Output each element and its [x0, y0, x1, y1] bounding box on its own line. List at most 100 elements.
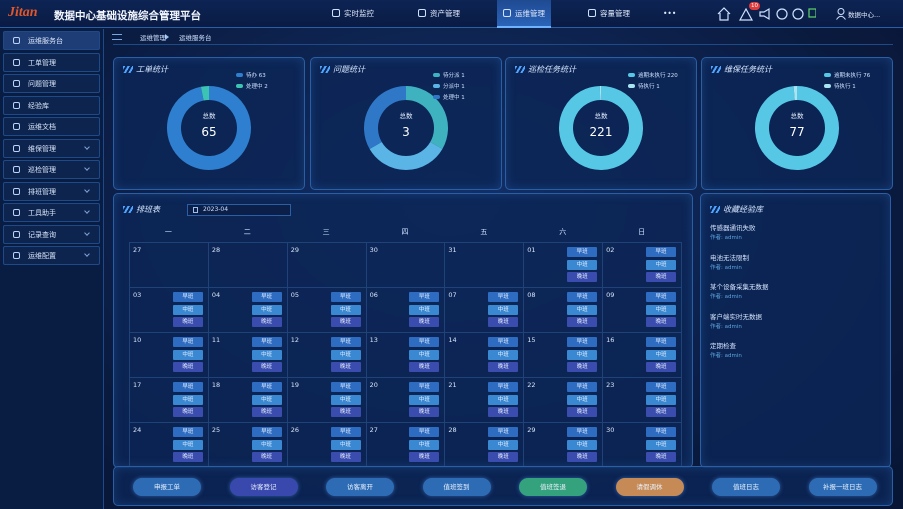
shift-tag[interactable]: 中班	[251, 394, 282, 405]
favorite-title[interactable]: 定期检查	[710, 342, 736, 350]
shift-tag[interactable]: 中班	[645, 394, 676, 405]
shift-tag[interactable]: 晚班	[251, 362, 282, 372]
shift-tag[interactable]: 中班	[488, 304, 519, 315]
shift-tag[interactable]: 晚班	[645, 317, 676, 327]
shift-tag[interactable]: 中班	[330, 439, 361, 450]
shift-tag[interactable]: 早班	[172, 382, 203, 392]
shift-tag[interactable]: 中班	[409, 304, 440, 315]
shift-tag[interactable]: 晚班	[172, 317, 203, 327]
shift-tag[interactable]: 早班	[409, 427, 440, 437]
shift-tag[interactable]: 早班	[330, 292, 361, 302]
shift-tag[interactable]: 中班	[645, 349, 676, 360]
shift-tag[interactable]: 中班	[409, 394, 440, 405]
shift-tag[interactable]: 中班	[409, 439, 440, 450]
shift-tag[interactable]: 中班	[488, 394, 519, 405]
shift-tag[interactable]: 早班	[330, 427, 361, 437]
shift-tag[interactable]: 中班	[567, 259, 598, 270]
shift-tag[interactable]: 中班	[567, 439, 598, 450]
shift-tag[interactable]: 中班	[645, 259, 676, 270]
action-button[interactable]: 访客登记	[229, 478, 298, 496]
shift-tag[interactable]: 早班	[172, 337, 203, 347]
shift-tag[interactable]: 晚班	[409, 317, 440, 327]
shift-tag[interactable]: 早班	[251, 382, 282, 392]
shift-tag[interactable]: 晚班	[645, 452, 676, 462]
shift-tag[interactable]: 早班	[645, 247, 676, 257]
nav-item[interactable]: •••	[657, 0, 682, 28]
shift-tag[interactable]: 晚班	[567, 452, 598, 462]
shift-tag[interactable]: 晚班	[251, 407, 282, 417]
shift-tag[interactable]: 中班	[645, 439, 676, 450]
shift-tag[interactable]: 晚班	[645, 362, 676, 372]
shift-tag[interactable]: 早班	[409, 382, 440, 392]
sidebar-item[interactable]: 维保管理	[3, 138, 100, 158]
sidebar-item[interactable]: 问题管理	[3, 74, 100, 93]
shift-tag[interactable]: 早班	[645, 292, 676, 302]
sidebar-item[interactable]: 经验库	[3, 95, 100, 115]
shift-tag[interactable]: 晚班	[488, 362, 519, 372]
shift-tag[interactable]: 中班	[172, 439, 203, 450]
shift-tag[interactable]: 中班	[330, 304, 361, 315]
shift-tag[interactable]: 晚班	[172, 362, 203, 372]
shift-tag[interactable]: 中班	[172, 394, 203, 405]
shift-tag[interactable]: 晚班	[645, 407, 676, 417]
nav-item[interactable]: 运维管理	[497, 0, 551, 28]
shift-tag[interactable]: 中班	[172, 304, 203, 315]
action-button[interactable]: 值班签到	[422, 478, 491, 496]
shift-tag[interactable]: 晚班	[330, 407, 361, 417]
shift-tag[interactable]: 晚班	[330, 452, 361, 462]
action-button[interactable]: 请假调休	[615, 478, 684, 496]
shift-tag[interactable]: 中班	[488, 439, 519, 450]
nav-item[interactable]: 实时监控	[326, 0, 380, 28]
shift-tag[interactable]: 中班	[251, 304, 282, 315]
shift-tag[interactable]: 晚班	[567, 362, 598, 372]
shift-tag[interactable]: 早班	[488, 382, 519, 392]
shift-tag[interactable]: 中班	[567, 394, 598, 405]
shift-tag[interactable]: 早班	[172, 292, 203, 302]
sidebar-item[interactable]: 工具助手	[3, 203, 100, 222]
shift-tag[interactable]: 晚班	[172, 452, 203, 462]
shift-tag[interactable]: 晚班	[409, 362, 440, 372]
shift-tag[interactable]: 早班	[251, 427, 282, 437]
shift-tag[interactable]: 中班	[251, 439, 282, 450]
shift-tag[interactable]: 早班	[645, 337, 676, 347]
shift-tag[interactable]: 早班	[488, 337, 519, 347]
nav-item[interactable]: 容量管理	[582, 0, 636, 28]
shift-tag[interactable]: 晚班	[409, 452, 440, 462]
shift-tag[interactable]: 晚班	[330, 317, 361, 327]
shift-tag[interactable]: 早班	[251, 292, 282, 302]
shift-tag[interactable]: 早班	[567, 427, 598, 437]
shift-tag[interactable]: 早班	[567, 247, 598, 257]
shift-tag[interactable]: 早班	[172, 427, 203, 437]
shift-tag[interactable]: 早班	[251, 337, 282, 347]
shift-tag[interactable]: 早班	[567, 292, 598, 302]
favorite-title[interactable]: 电池无法限制	[710, 253, 749, 262]
month-picker[interactable]: 2023-04	[187, 204, 291, 216]
shift-tag[interactable]: 晚班	[409, 407, 440, 417]
shift-tag[interactable]: 晚班	[645, 272, 676, 282]
shift-tag[interactable]: 早班	[330, 337, 361, 347]
shift-tag[interactable]: 中班	[645, 304, 676, 315]
favorite-title[interactable]: 传感器通讯失败	[710, 224, 756, 232]
action-button[interactable]: 申报工单	[133, 478, 201, 496]
shift-tag[interactable]: 早班	[409, 337, 440, 347]
sidebar-item[interactable]: 工单管理	[3, 52, 100, 72]
shift-tag[interactable]: 晚班	[251, 452, 282, 462]
user-name[interactable]: 数据中心...	[848, 11, 881, 19]
shift-tag[interactable]: 晚班	[567, 407, 598, 417]
shift-tag[interactable]: 中班	[488, 349, 519, 360]
sidebar-item[interactable]: 巡检管理	[3, 160, 100, 179]
shift-tag[interactable]: 早班	[488, 292, 519, 302]
sidebar-item[interactable]: 运维服务台	[3, 31, 100, 50]
shift-tag[interactable]: 中班	[172, 349, 203, 360]
shift-tag[interactable]: 早班	[488, 427, 519, 437]
shift-tag[interactable]: 中班	[330, 394, 361, 405]
shift-tag[interactable]: 晚班	[567, 317, 598, 327]
shift-tag[interactable]: 晚班	[567, 272, 598, 282]
shift-tag[interactable]: 中班	[409, 349, 440, 360]
shift-tag[interactable]: 中班	[567, 304, 598, 315]
sidebar-item[interactable]: 运维配置	[3, 246, 100, 265]
shift-tag[interactable]: 早班	[645, 382, 676, 392]
shift-tag[interactable]: 早班	[645, 427, 676, 437]
shift-tag[interactable]: 晚班	[488, 452, 519, 462]
shift-tag[interactable]: 早班	[567, 337, 598, 347]
